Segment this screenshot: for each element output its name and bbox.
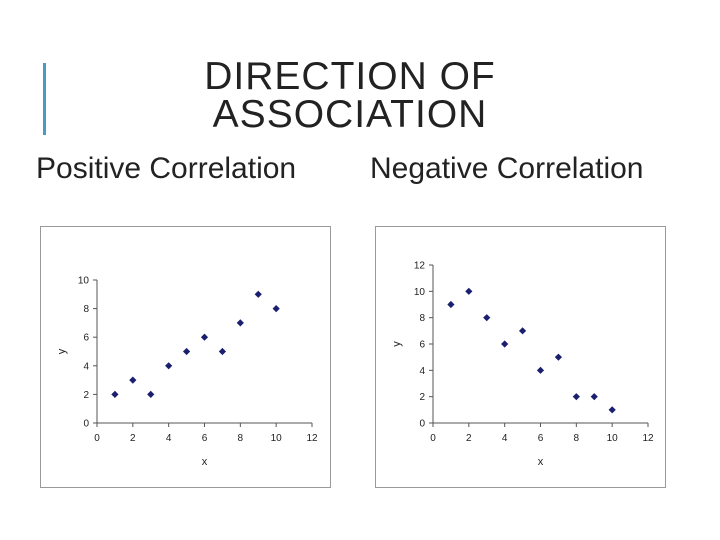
scatter-point [129,376,137,384]
x-tick-label: 10 [607,433,619,444]
accent-bar [43,63,46,135]
scatter-point [111,390,119,398]
slide-title-line-1: DIRECTION OF [204,55,496,98]
x-tick-label: 8 [574,433,580,444]
x-axis-label: x [202,456,208,468]
scatter-point [465,287,473,295]
y-tick-label: 8 [419,313,425,324]
x-tick-label: 2 [466,433,472,444]
scatter-point [536,366,545,374]
x-tick-label: 10 [271,433,283,444]
x-tick-label: 0 [430,433,436,444]
y-tick-label: 2 [419,392,425,403]
scatter-point [447,300,455,309]
y-tick-label: 10 [78,276,90,287]
x-tick-label: 2 [130,433,136,444]
y-tick-label: 0 [83,419,89,430]
y-tick-label: 6 [83,333,89,344]
scatter-point [165,362,173,370]
slide-title: DIRECTION OF ASSOCIATION [150,55,550,136]
scatter-point [501,340,509,348]
x-tick-label: 6 [202,433,208,444]
scatter-point [572,393,580,401]
x-tick-label: 0 [94,433,100,444]
x-tick-label: 12 [642,433,654,444]
x-tick-label: 12 [306,433,318,444]
negative-correlation-heading: Negative Correlation [370,152,644,185]
scatter-point [218,347,227,356]
scatter-point [518,327,527,335]
x-tick-label: 4 [502,433,508,444]
negative-correlation-scatter-chart: 0 2 4 6 8 10 12 0 2 4 6 8 10 12 x y [391,261,654,469]
scatter-point [590,393,598,401]
x-tick-label: 4 [166,433,172,444]
y-tick-label: 0 [419,419,425,430]
positive-correlation-scatter-chart: 0 2 4 6 8 10 0 2 4 6 8 10 12 x y [56,276,318,469]
scatter-point [608,406,616,414]
slide-title-line-2: ASSOCIATION [212,93,488,136]
scatter-point [182,347,191,356]
y-tick-label: 6 [419,340,425,351]
scatter-point [200,333,209,341]
x-tick-label: 6 [538,433,544,444]
y-tick-label: 2 [83,390,89,401]
scatter-point [147,390,155,398]
y-axis-label: y [56,348,68,354]
x-tick-label: 8 [238,433,244,444]
y-tick-label: 8 [83,304,89,315]
y-tick-label: 4 [419,366,425,377]
scatter-point [272,305,280,313]
y-tick-label: 10 [414,287,426,298]
y-axis-label: y [391,341,403,347]
scatter-point [236,319,244,327]
scatter-point [554,353,563,361]
positive-correlation-chart-frame: 0 2 4 6 8 10 0 2 4 6 8 10 12 x y [40,226,331,488]
scatter-point [254,290,262,298]
negative-correlation-chart-frame: 0 2 4 6 8 10 12 0 2 4 6 8 10 12 x y [375,226,666,488]
positive-correlation-heading: Positive Correlation [36,152,297,185]
y-tick-label: 4 [83,361,89,372]
y-tick-label: 12 [414,261,426,272]
x-axis-label: x [538,456,544,468]
scatter-point [483,314,491,322]
